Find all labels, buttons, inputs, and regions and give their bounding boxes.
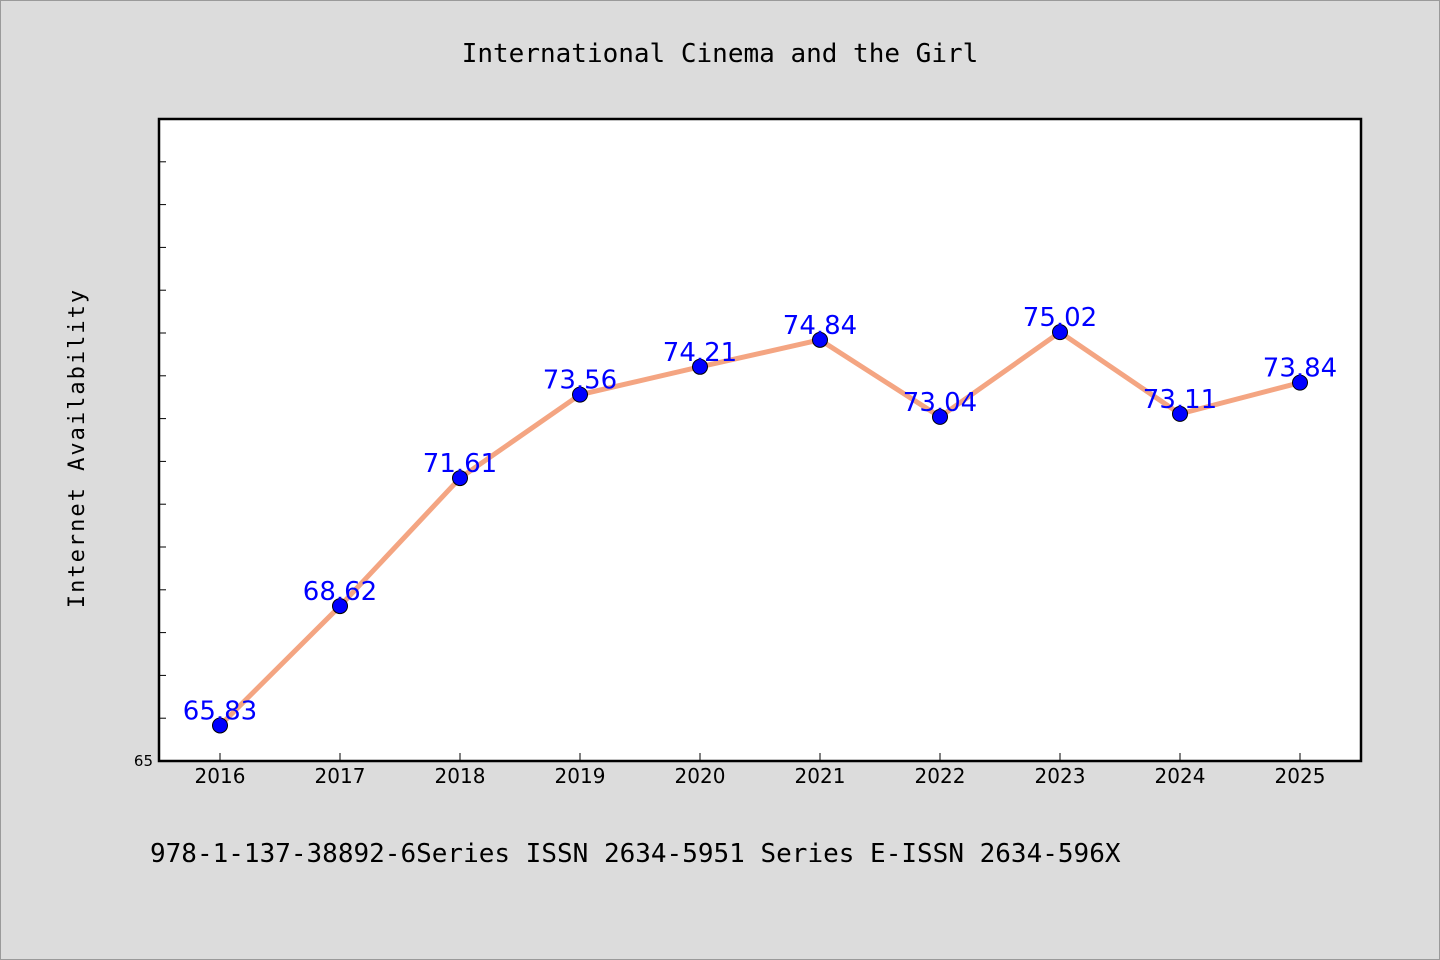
x-tick-labels: 2016 2017 2018 2019 2020 2021 2022 2023 2024 2025 <box>195 764 1326 788</box>
data-point <box>932 408 948 425</box>
footer-identifier-text: 978-1-137-38892-6Series ISSN 2634-5951 S… <box>150 839 1121 869</box>
data-label: 73.84 <box>1263 354 1337 384</box>
y-axis-ticks <box>159 161 166 719</box>
x-tick-label: 2025 <box>1275 764 1326 788</box>
data-point <box>692 358 708 375</box>
chart-title: International Cinema and the Girl <box>462 39 979 69</box>
y-axis-label: Internet Availability <box>65 288 90 608</box>
data-point <box>452 470 468 487</box>
x-tick-label: 2020 <box>675 764 726 788</box>
series-markers <box>212 324 1308 734</box>
y-tick-label: 65 <box>134 752 153 770</box>
x-tick-label: 2021 <box>795 764 846 788</box>
x-axis-ticks <box>219 753 1301 761</box>
data-point <box>1292 374 1308 391</box>
data-label: 75.02 <box>1023 303 1097 333</box>
x-tick-label: 2022 <box>915 764 966 788</box>
x-tick-label: 2019 <box>555 764 606 788</box>
data-label: 65.83 <box>183 696 257 726</box>
data-point <box>812 331 828 348</box>
data-label: 73.56 <box>543 366 617 396</box>
data-label: 68.62 <box>303 577 377 607</box>
data-labels: 65.83 68.62 71.61 73.56 74.21 74.84 73.04 75.02… <box>183 303 1337 726</box>
data-point <box>1052 324 1068 341</box>
data-label: 71.61 <box>423 449 497 479</box>
x-tick-label: 2024 <box>1155 764 1206 788</box>
data-point <box>332 598 348 615</box>
data-point <box>1172 405 1188 422</box>
x-tick-label: 2017 <box>315 764 366 788</box>
series-line <box>217 329 1303 728</box>
data-label: 73.04 <box>903 388 977 418</box>
data-point <box>212 717 228 734</box>
x-tick-label: 2018 <box>435 764 486 788</box>
plot-area <box>157 117 1363 763</box>
data-label: 73.11 <box>1143 385 1217 415</box>
data-point <box>572 386 588 403</box>
data-label: 74.21 <box>663 338 737 368</box>
x-tick-label: 2016 <box>195 764 246 788</box>
data-label: 74.84 <box>783 311 857 341</box>
x-tick-label: 2023 <box>1035 764 1086 788</box>
